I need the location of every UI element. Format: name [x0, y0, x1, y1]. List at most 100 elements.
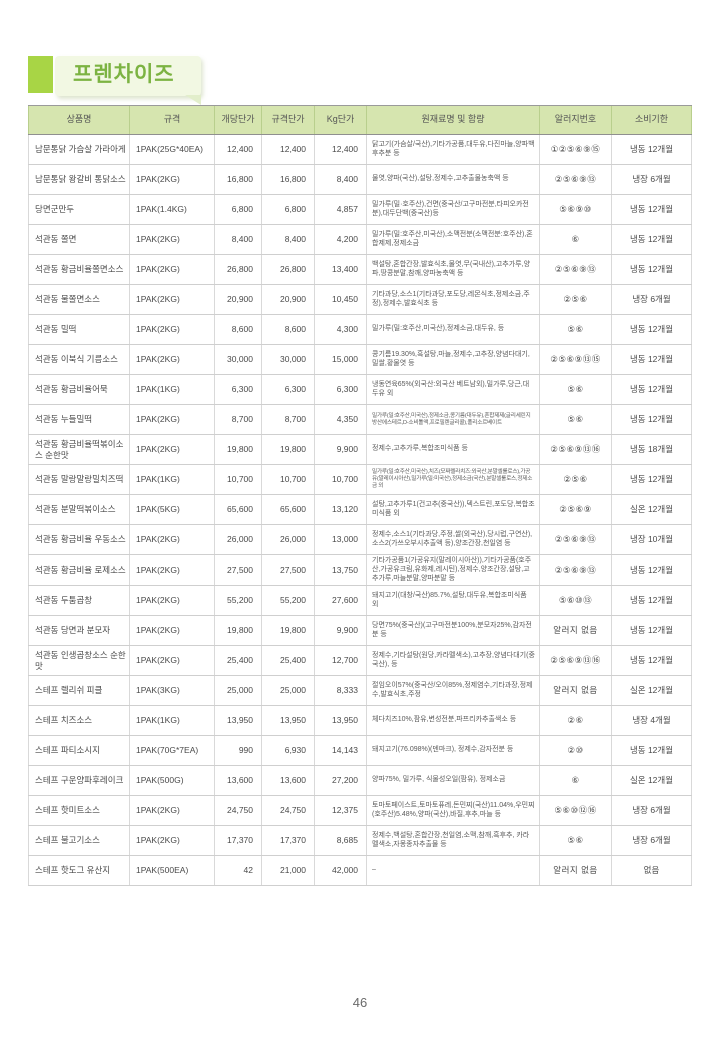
spec-cell: 1PAK(2KG) [130, 826, 215, 856]
kg-price-cell: 42,000 [315, 856, 367, 886]
pack-price-cell: 30,000 [262, 345, 315, 374]
allergen-cell: ②⑤⑥⑨⑬⑯ [540, 435, 612, 464]
allergen-cell: ⑥ [540, 225, 612, 254]
shelf-life-cell: 냉동 12개월 [612, 586, 692, 616]
product-name-cell: 스테프 핫미트소스 [28, 796, 130, 826]
table-row: 스테프 핫도그 유산지 1PAK(500EA) 42 21,000 42,000– 알러지… [28, 856, 692, 887]
ingredients-cell: 정제수,기타설탕(원당,카라멜색소),고추장,양념다대기(중국산), 등 [367, 646, 540, 676]
header-pack-price: 규격단가 [262, 106, 315, 134]
allergen-cell: ②⑥ [540, 706, 612, 736]
allergen-cell: ⑤⑥ [540, 375, 612, 404]
allergen-cell: ⑤⑥ [540, 315, 612, 344]
ingredients-cell: 정제수,백설탕,혼합간장,천일염,소맥,참깨,흑후추, 카라멜색소,자몽종자추출… [367, 826, 540, 856]
spec-cell: 1PAK(1KG) [130, 375, 215, 404]
allergen-cell: 알러지 없음 [540, 676, 612, 706]
shelf-life-cell: 냉동 12개월 [612, 225, 692, 254]
allergen-cell: ②⑤⑥⑨⑬ [540, 525, 612, 554]
header-allergen-number: 알러지번호 [540, 106, 612, 134]
product-name-cell: 석관동 인생곱창소스 순한맛 [28, 646, 130, 676]
spec-cell: 1PAK(2KG) [130, 255, 215, 284]
kg-price-cell: 9,900 [315, 616, 367, 646]
spec-cell: 1PAK(2KG) [130, 405, 215, 434]
pack-price-cell: 65,600 [262, 495, 315, 524]
ingredients-cell: 밀가루(밀·호주산),건면(중국산/고구마전분,타피오카전분),대두단백(중국산… [367, 195, 540, 224]
spec-cell: 1PAK(3KG) [130, 676, 215, 706]
table-row: 석관동 인생곱창소스 순한맛 1PAK(2KG) 25,400 25,400 12,70… [28, 646, 692, 677]
allergen-cell: ②⑤⑥⑨⑬ [540, 255, 612, 284]
pack-price-cell: 26,800 [262, 255, 315, 284]
table-row: 남문통닭 왕갈비 통닭소스 1PAK(2KG) 16,800 16,800 8,400 물… [28, 165, 692, 195]
header-shelf-life: 소비기한 [612, 106, 692, 134]
kg-price-cell: 13,950 [315, 706, 367, 736]
table-row: 스테프 파티소시지 1PAK(70G*7EA) 990 6,930 14,143 돼지고기… [28, 736, 692, 767]
spec-cell: 1PAK(2KG) [130, 555, 215, 586]
allergen-cell: ⑤⑥ [540, 405, 612, 434]
spec-cell: 1PAK(1KG) [130, 706, 215, 736]
table-row: 석관동 황금비율 로제소스 1PAK(2KG) 27,500 27,500 13,750… [28, 555, 692, 587]
spec-cell: 1PAK(2KG) [130, 646, 215, 676]
spec-cell: 1PAK(2KG) [130, 285, 215, 314]
product-table: 상품명 규격 개당단가 규격단가 Kg단가 원재료명 및 함량 알러지번호 소비… [28, 105, 692, 887]
header-ingredients: 원재료명 및 함량 [367, 106, 540, 134]
table-row: 석관동 황금비율쫄면소스 1PAK(2KG) 26,800 26,800 13,400 백… [28, 255, 692, 285]
shelf-life-cell: 냉장 6개월 [612, 165, 692, 194]
ingredients-cell: 양파75%, 밀가루, 식물성오일(팜유), 정제소금 [367, 766, 540, 796]
unit-price-cell: 25,000 [215, 676, 262, 706]
product-name-cell: 석관동 황금비율쫄면소스 [28, 255, 130, 284]
ingredients-cell: 절임오이57%(중국산/오이85%,정제염수,기타과장,정제수,발효식초,주정 [367, 676, 540, 706]
pack-price-cell: 6,800 [262, 195, 315, 224]
header-product-name: 상품명 [28, 106, 130, 134]
spec-cell: 1PAK(500G) [130, 766, 215, 796]
ingredients-cell: 밀가루(밀:호주산,미국산),치즈(모짜렐라치즈:외국산,분말셀룰로스),가공유… [367, 465, 540, 494]
shelf-life-cell: 냉동 12개월 [612, 135, 692, 164]
shelf-life-cell: 냉동 12개월 [612, 646, 692, 676]
unit-price-cell: 25,400 [215, 646, 262, 676]
page-title: 프렌차이즈 [73, 63, 175, 86]
shelf-life-cell: 냉동 12개월 [612, 315, 692, 344]
ingredients-cell: 체다치즈10%,팜유,변성전분,파프리카추출색소 등 [367, 706, 540, 736]
spec-cell: 1PAK(25G*40EA) [130, 135, 215, 164]
allergen-cell: ⑤⑥ [540, 826, 612, 856]
allergen-cell: ⑤⑥⑩⑬ [540, 586, 612, 616]
unit-price-cell: 10,700 [215, 465, 262, 494]
shelf-life-cell: 실온 12개월 [612, 766, 692, 796]
allergen-cell: ⑥ [540, 766, 612, 796]
ingredients-cell: 정제수,소스1(기타과당,주정,쌀(외국산),당시럽,구연산),소스2(가쓰오부… [367, 525, 540, 554]
pack-price-cell: 13,950 [262, 706, 315, 736]
product-name-cell: 석관동 황금비율 로제소스 [28, 555, 130, 586]
pack-price-cell: 19,800 [262, 616, 315, 646]
ingredients-cell: 냉동연육65%(외국산:외국산 베트남외),밀가루,당근,대두유 외 [367, 375, 540, 404]
ingredients-cell: 밀가루(밀:호주산,미국산),정제소금,대두유, 등 [367, 315, 540, 344]
unit-price-cell: 8,400 [215, 225, 262, 254]
pack-price-cell: 26,000 [262, 525, 315, 554]
section-title: 프렌차이즈 [28, 56, 201, 105]
product-name-cell: 석관동 황금비율어묵 [28, 375, 130, 404]
shelf-life-cell: 냉동 18개월 [612, 435, 692, 464]
ingredients-cell: 토마토페이스트,토마토퓨레,돈민찌(국산)11.04%,우민찌(호주산)5.48… [367, 796, 540, 826]
shelf-life-cell: 냉동 12개월 [612, 195, 692, 224]
shelf-life-cell: 냉동 12개월 [612, 405, 692, 434]
shelf-life-cell: 실온 12개월 [612, 676, 692, 706]
header-kg-price: Kg단가 [315, 106, 367, 134]
spec-cell: 1PAK(2KG) [130, 225, 215, 254]
shelf-life-cell: 냉동 12개월 [612, 616, 692, 646]
product-name-cell: 석관동 누들밀떡 [28, 405, 130, 434]
product-name-cell: 남문통닭 왕갈비 통닭소스 [28, 165, 130, 194]
product-name-cell: 스테프 치즈소스 [28, 706, 130, 736]
table-row: 스테프 핫미트소스 1PAK(2KG) 24,750 24,750 12,375 토마토페… [28, 796, 692, 827]
pack-price-cell: 6,930 [262, 736, 315, 766]
table-row: 석관동 두툼곱창 1PAK(2KG) 55,200 55,200 27,600 돼지고기(… [28, 586, 692, 617]
shelf-life-cell: 없음 [612, 856, 692, 886]
ingredients-cell: 정제수,고추가루,복합조미식품 등 [367, 435, 540, 464]
table-body: 남문통닭 가슴살 가라아게 1PAK(25G*40EA) 12,400 12,400 1… [28, 135, 692, 887]
kg-price-cell: 27,200 [315, 766, 367, 796]
table-row: 남문통닭 가슴살 가라아게 1PAK(25G*40EA) 12,400 12,400 1… [28, 135, 692, 165]
unit-price-cell: 65,600 [215, 495, 262, 524]
allergen-cell: ②⑩ [540, 736, 612, 766]
header-unit-price: 개당단가 [215, 106, 262, 134]
product-name-cell: 석관동 황금비율 우동소스 [28, 525, 130, 554]
product-name-cell: 석관동 황금비율떡볶이소스 순한맛 [28, 435, 130, 464]
table-row: 스테프 구운양파후레이크 1PAK(500G) 13,600 13,600 27,200… [28, 766, 692, 797]
kg-price-cell: 8,333 [315, 676, 367, 706]
green-square-icon [28, 56, 53, 93]
